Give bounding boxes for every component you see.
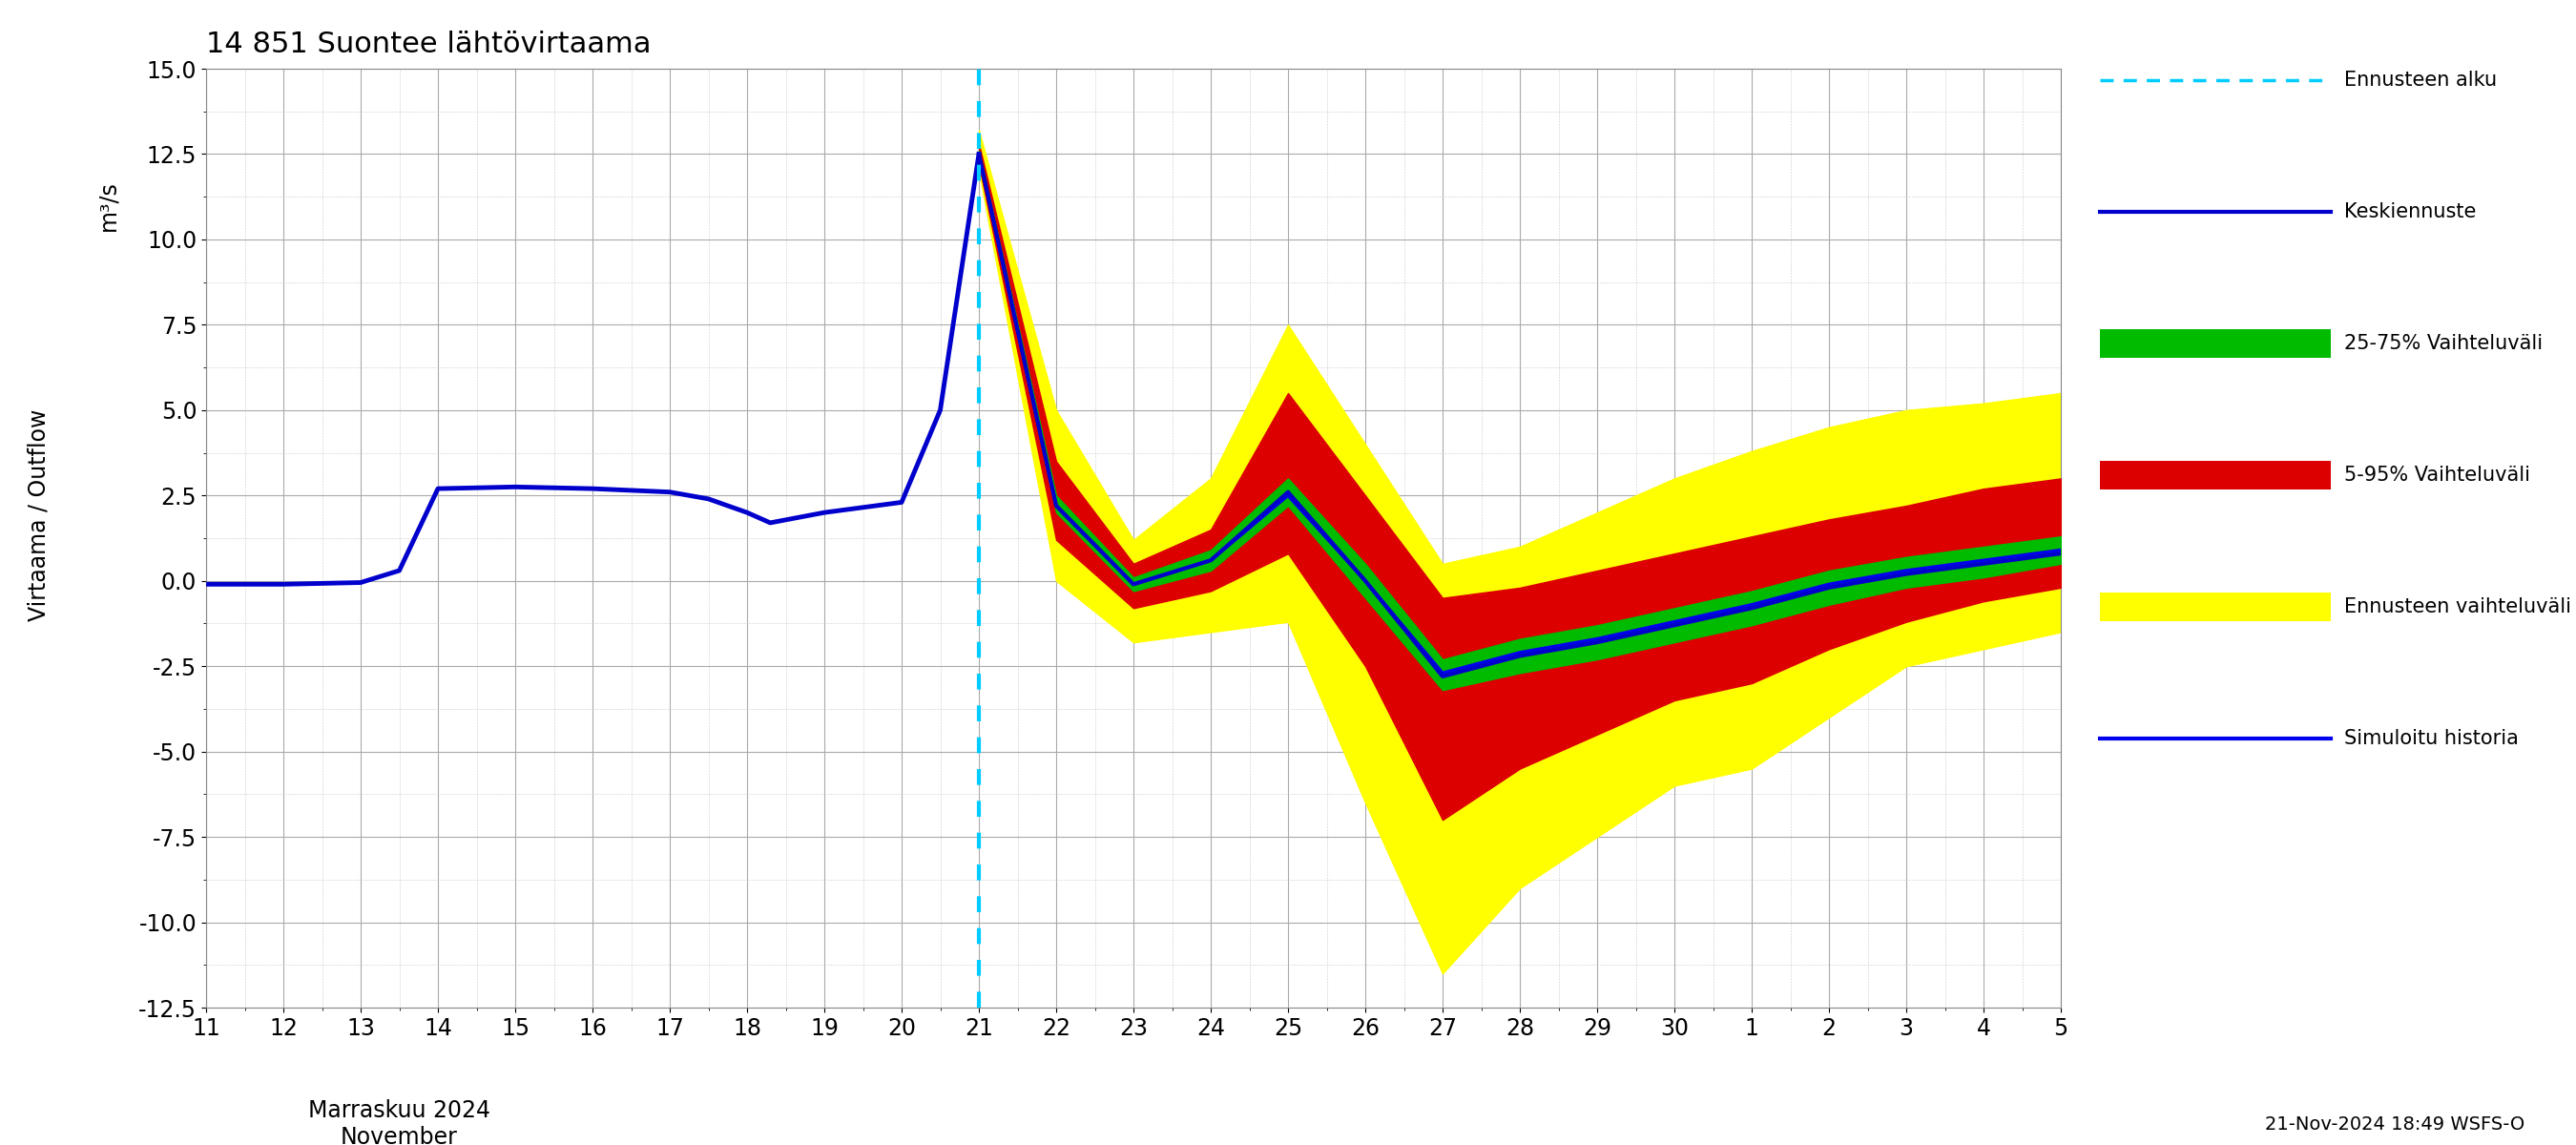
Text: Ennusteen vaihteluväli: Ennusteen vaihteluväli (2344, 598, 2571, 616)
Text: Simuloitu historia: Simuloitu historia (2344, 729, 2519, 748)
Text: 21-Nov-2024 18:49 WSFS-O: 21-Nov-2024 18:49 WSFS-O (2264, 1115, 2524, 1134)
Text: Virtaama / Outflow: Virtaama / Outflow (28, 409, 49, 622)
Text: Keskiennuste: Keskiennuste (2344, 203, 2476, 221)
Text: Ennusteen alku: Ennusteen alku (2344, 71, 2496, 89)
Text: 25-75% Vaihteluväli: 25-75% Vaihteluväli (2344, 334, 2543, 353)
Text: m³/s: m³/s (98, 181, 118, 231)
Text: Marraskuu 2024
November: Marraskuu 2024 November (309, 1099, 489, 1145)
Text: 14 851 Suontee lähtövirtaama: 14 851 Suontee lähtövirtaama (206, 31, 652, 58)
Text: 5-95% Vaihteluväli: 5-95% Vaihteluväli (2344, 466, 2530, 484)
